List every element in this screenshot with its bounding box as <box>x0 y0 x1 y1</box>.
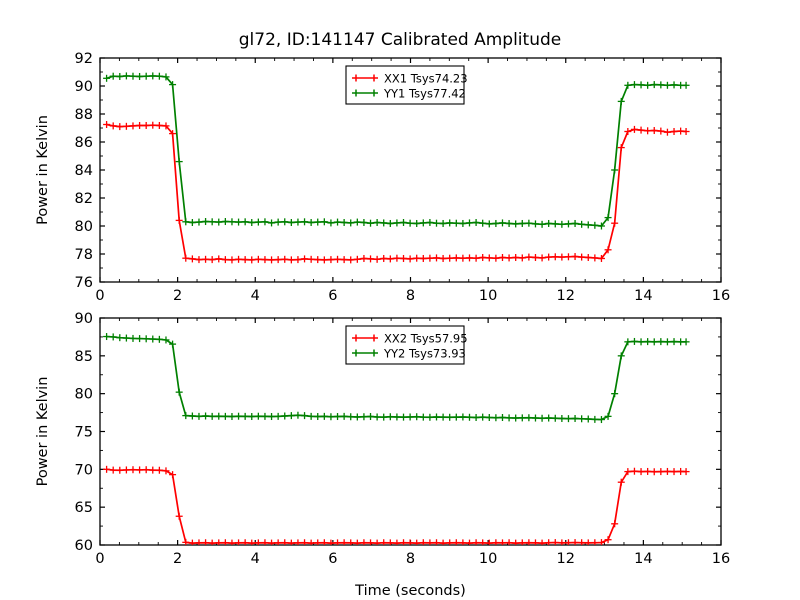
series-markers <box>103 333 690 424</box>
x-tick-label: 14 <box>634 288 652 304</box>
x-tick-label: 0 <box>95 288 104 304</box>
x-tick-label: 16 <box>712 551 730 567</box>
x-tick-label: 10 <box>479 551 497 567</box>
top-panel-plot: 0 2 4 6 8 10 12 14 16 76 78 80 82 84 86 88 90 92 XX1 Tsys7… <box>35 51 730 304</box>
y-tick-label: 65 <box>75 500 93 516</box>
x-tick-label: 14 <box>634 551 652 567</box>
y-tick-label: 90 <box>75 79 93 95</box>
series-markers <box>103 121 690 264</box>
y-tick-label: 70 <box>75 462 93 478</box>
series-markers <box>103 72 690 230</box>
legend-entry-label: YY2 Tsys73.93 <box>383 347 466 361</box>
legend-box <box>345 65 465 105</box>
y-tick-label: 85 <box>75 349 93 365</box>
y-tick-label: 76 <box>75 275 93 291</box>
legend-box <box>345 325 465 365</box>
y-tick-label: 80 <box>75 219 93 235</box>
x-axis-label: Time (seconds) <box>354 583 466 599</box>
legend-entry-label: XX1 Tsys74.23 <box>384 72 468 86</box>
legend-entry-label: XX2 Tsys57.95 <box>384 332 468 346</box>
y-tick-label: 86 <box>75 135 93 151</box>
x-tick-label: 0 <box>95 551 104 567</box>
legend-sample-line <box>352 334 378 342</box>
bottom-panel-plot: 0 2 4 6 8 10 12 14 16 60 65 70 75 80 85 90 XX2 Tsys57.95… <box>35 311 730 599</box>
y-tick-label: 90 <box>75 311 93 327</box>
series-line <box>106 468 687 544</box>
x-tick-label: 4 <box>251 551 260 567</box>
x-tick-label: 8 <box>406 288 415 304</box>
y-tick-label: 88 <box>75 107 93 123</box>
y-tick-label: 82 <box>75 191 93 207</box>
y-tick-label: 80 <box>75 387 93 403</box>
top-panel-axes: 0 2 4 6 8 10 12 14 16 76 78 80 82 84 86 88 90 92 XX1 Tsys7… <box>35 51 730 304</box>
legend-entry-label: YY1 Tsys77.42 <box>383 87 466 101</box>
legend-sample-line <box>352 349 378 357</box>
x-tick-label: 10 <box>479 288 497 304</box>
y-axis-label: Power in Kelvin <box>35 115 51 225</box>
y-tick-label: 92 <box>75 51 93 67</box>
x-tick-label: 12 <box>557 551 575 567</box>
series-markers <box>103 465 690 545</box>
x-tick-label: 12 <box>557 288 575 304</box>
y-tick-label: 84 <box>75 163 93 179</box>
x-tick-label: 8 <box>406 551 415 567</box>
y-tick-label: 78 <box>75 247 93 263</box>
x-tick-label: 4 <box>251 288 260 304</box>
y-axis-label: Power in Kelvin <box>35 377 51 487</box>
x-tick-label: 6 <box>328 551 337 567</box>
page-title: gl72, ID:141147 Calibrated Amplitude <box>238 30 562 50</box>
x-tick-label: 16 <box>712 288 730 304</box>
legend-sample-line <box>352 89 378 97</box>
bottom-panel-axes: 0 2 4 6 8 10 12 14 16 60 65 70 75 80 85 90 XX2 Tsys57.95… <box>0 300 800 600</box>
y-tick-label: 75 <box>75 425 93 441</box>
x-tick-label: 2 <box>173 551 182 567</box>
x-tick-label: 2 <box>173 288 182 304</box>
y-tick-label: 60 <box>75 538 93 554</box>
x-tick-label: 6 <box>328 288 337 304</box>
legend-sample-line <box>352 74 378 82</box>
series-line <box>106 123 687 261</box>
